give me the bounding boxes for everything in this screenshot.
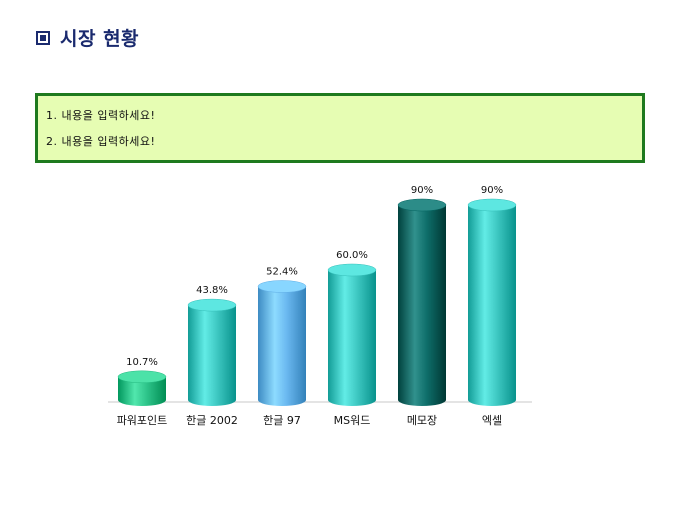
category-label: 파워포인트 <box>117 414 168 427</box>
page-title-row: 시장 현황 <box>36 24 139 51</box>
bar <box>397 198 447 406</box>
bar <box>327 263 377 406</box>
bar-body <box>398 205 446 406</box>
data-label: 60.0% <box>336 250 368 261</box>
page-title: 시장 현황 <box>60 28 140 50</box>
data-label: 52.4% <box>266 266 298 277</box>
data-label: 90% <box>411 185 433 196</box>
bar <box>257 280 307 406</box>
data-label: 10.7% <box>126 357 158 368</box>
bar-top <box>257 280 307 293</box>
bar-body <box>468 205 516 406</box>
bar <box>467 198 517 406</box>
bar-top <box>467 198 517 212</box>
bar-top <box>117 370 167 384</box>
content-box: 1. 내용을 입력하세요! 2. 내용을 입력하세요! <box>35 93 645 163</box>
bar-body <box>118 376 166 406</box>
category-label: 엑셀 <box>482 414 502 427</box>
data-label: 43.8% <box>196 285 228 296</box>
data-label: 90% <box>481 185 503 196</box>
category-label: 한글 97 <box>263 414 301 427</box>
bar-body <box>328 270 376 406</box>
bar-top <box>327 263 377 277</box>
bar-body <box>258 286 306 406</box>
bar-body <box>188 305 236 406</box>
content-line-2: 2. 내용을 입력하세요! <box>46 135 156 148</box>
bar <box>117 370 167 406</box>
square-bullet-icon <box>36 30 50 45</box>
bar-top <box>187 298 237 312</box>
category-label: 메모장 <box>407 414 437 427</box>
category-label: MS워드 <box>334 414 371 427</box>
category-label: 한글 2002 <box>186 414 238 427</box>
content-line-1: 1. 내용을 입력하세요! <box>46 109 156 122</box>
bar <box>187 298 237 406</box>
bar-top <box>397 198 447 212</box>
